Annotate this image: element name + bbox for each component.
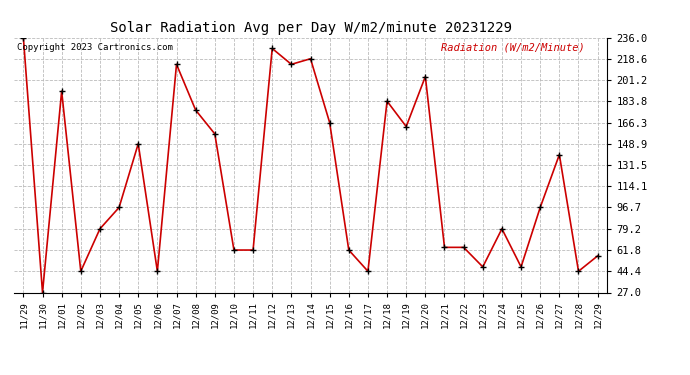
Text: Copyright 2023 Cartronics.com: Copyright 2023 Cartronics.com bbox=[17, 43, 172, 52]
Title: Solar Radiation Avg per Day W/m2/minute 20231229: Solar Radiation Avg per Day W/m2/minute … bbox=[110, 21, 511, 35]
Text: Radiation (W/m2/Minute): Radiation (W/m2/Minute) bbox=[441, 43, 585, 52]
